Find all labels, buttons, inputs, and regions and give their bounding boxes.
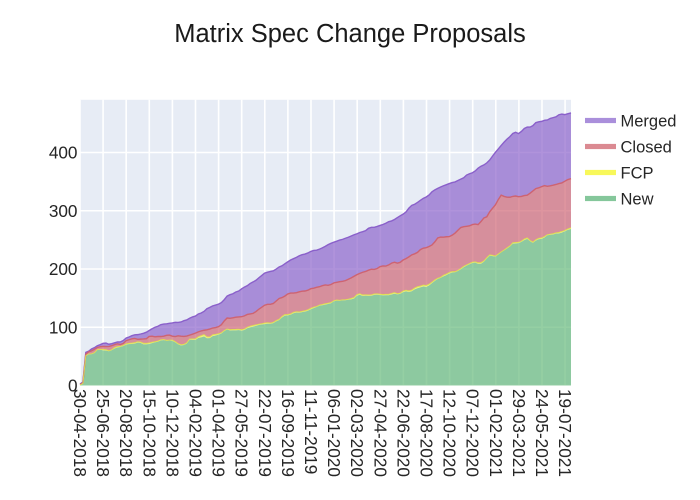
svg-text:25-06-2018: 25-06-2018 (93, 389, 113, 477)
svg-text:07-12-2020: 07-12-2020 (463, 389, 483, 477)
svg-text:300: 300 (49, 201, 78, 221)
svg-text:FCP: FCP (621, 165, 654, 183)
svg-text:01-04-2019: 01-04-2019 (209, 389, 229, 477)
svg-text:27-04-2020: 27-04-2020 (370, 389, 390, 477)
svg-text:11-11-2019: 11-11-2019 (301, 389, 321, 474)
svg-text:10-12-2018: 10-12-2018 (162, 389, 182, 477)
svg-text:22-06-2020: 22-06-2020 (393, 389, 413, 477)
svg-text:22-07-2019: 22-07-2019 (255, 389, 275, 477)
svg-text:01-02-2021: 01-02-2021 (486, 389, 506, 477)
svg-text:04-02-2019: 04-02-2019 (186, 389, 206, 477)
svg-text:16-09-2019: 16-09-2019 (278, 389, 298, 477)
svg-text:19-07-2021: 19-07-2021 (555, 389, 575, 477)
svg-text:Closed: Closed (621, 139, 672, 157)
svg-text:0: 0 (68, 376, 78, 396)
svg-text:27-05-2019: 27-05-2019 (232, 389, 252, 477)
svg-text:24-05-2021: 24-05-2021 (532, 389, 552, 477)
svg-text:Merged: Merged (621, 113, 677, 131)
svg-text:400: 400 (49, 143, 78, 163)
svg-text:New: New (621, 191, 654, 209)
svg-text:15-10-2018: 15-10-2018 (139, 389, 159, 477)
svg-text:30-04-2018: 30-04-2018 (70, 389, 90, 477)
svg-text:06-01-2020: 06-01-2020 (324, 389, 344, 477)
svg-text:29-03-2021: 29-03-2021 (509, 389, 529, 477)
svg-text:Matrix Spec Change Proposals: Matrix Spec Change Proposals (174, 20, 526, 48)
svg-text:100: 100 (49, 317, 78, 337)
svg-text:12-10-2020: 12-10-2020 (440, 389, 460, 477)
svg-text:02-03-2020: 02-03-2020 (347, 389, 367, 477)
svg-text:17-08-2020: 17-08-2020 (417, 389, 437, 477)
svg-text:20-08-2018: 20-08-2018 (116, 389, 136, 477)
svg-text:200: 200 (49, 259, 78, 279)
